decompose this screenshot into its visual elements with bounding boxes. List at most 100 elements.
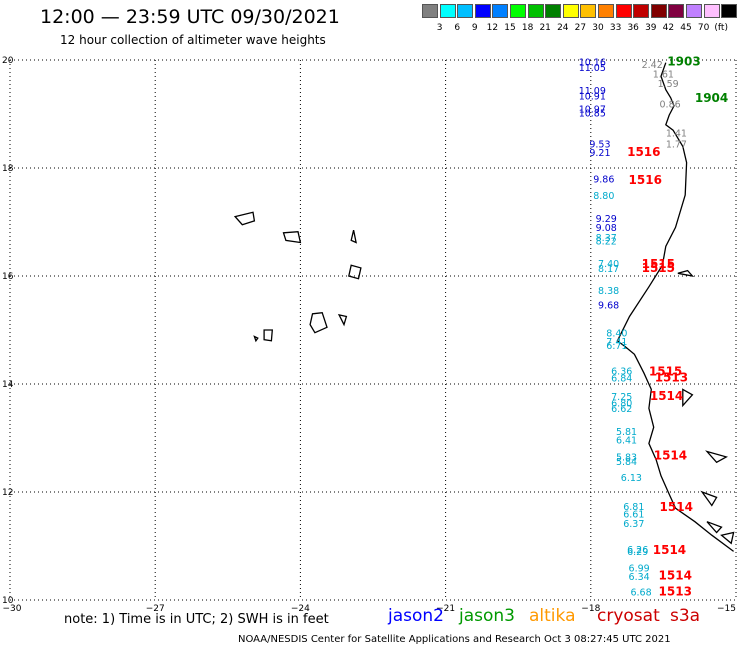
wave-height-label: 1.77	[666, 139, 687, 150]
satellite-legend-jason2: jason2	[388, 606, 444, 626]
scale-tick-label: 70	[697, 23, 710, 33]
scale-swatch	[422, 4, 438, 18]
scale-swatch	[686, 4, 702, 18]
island-outline	[337, 313, 348, 327]
wave-height-label: 6.62	[611, 404, 632, 415]
wave-height-label: 9.53	[589, 139, 610, 150]
scale-tick-label: 6	[454, 23, 461, 33]
wave-height-label: 6.71	[606, 341, 627, 352]
scale-tick-label: 3	[436, 23, 443, 33]
wave-height-label: 8.37	[596, 233, 617, 244]
wave-height-label: 1.41	[666, 129, 687, 140]
y-tick-label: 20	[2, 56, 14, 66]
scale-swatch	[457, 4, 474, 18]
scale-swatch	[668, 4, 685, 18]
wave-height-label: 6.34	[629, 572, 650, 583]
coastline-path	[616, 62, 734, 552]
scale-swatch	[562, 4, 579, 18]
satellite-legend-s3a: s3a	[670, 606, 701, 626]
cape-verde-islands	[233, 211, 362, 343]
wave-height-label: 7.25	[611, 392, 632, 403]
coast-feature	[705, 450, 728, 464]
wave-height-label: 9.29	[596, 214, 617, 225]
satellite-legend-altika: altika	[529, 606, 576, 626]
x-tick-label: −18	[581, 604, 600, 614]
wave-height-label: 7.41	[606, 337, 627, 348]
coast-feature	[700, 490, 718, 507]
wave-height-label: 6.41	[616, 435, 637, 446]
wave-height-label: 10.16	[579, 57, 606, 68]
satellite-legend-cryosat: cryosat	[597, 606, 660, 626]
scale-tick-label: 45	[680, 23, 692, 33]
wave-height-label: 6.99	[629, 563, 650, 574]
scale-swatch	[545, 4, 562, 18]
scale-swatch	[580, 4, 597, 18]
wave-height-label: 9.86	[593, 175, 614, 186]
scale-swatch	[510, 4, 526, 18]
axis-tick-labels: −30 −27 −24 −21 −18 −15 20 18 16 14 12 10	[2, 56, 736, 614]
y-tick-label: 18	[2, 164, 14, 174]
wave-height-label: 6.29	[627, 547, 648, 558]
wave-height-label: 6.37	[623, 519, 644, 530]
pass-time-label: 1903	[667, 54, 700, 68]
footer-credit: NOAA/NESDIS Center for Satellite Applica…	[238, 634, 671, 645]
wave-height-label: 10.85	[579, 109, 606, 120]
coast-feature	[682, 388, 694, 408]
scale-tick-label: 30	[592, 23, 604, 33]
wave-height-label: 8.22	[596, 237, 617, 248]
y-tick-label: 14	[2, 380, 14, 390]
wave-height-label: 5.84	[616, 457, 637, 468]
coast-feature	[706, 521, 723, 534]
wave-height-label: 9.68	[598, 300, 619, 311]
scale-swatch	[474, 4, 491, 18]
wave-height-label: 7.40	[598, 259, 619, 270]
wave-height-label: 6.26	[627, 545, 648, 556]
x-tick-label: −27	[146, 604, 165, 614]
map-subtitle: 12 hour collection of altimeter wave hei…	[60, 33, 326, 47]
island-outline	[263, 329, 274, 342]
coast-feature	[720, 531, 735, 545]
island-outline	[348, 264, 362, 280]
scale-tick-label: 33	[609, 23, 622, 33]
scale-tick-label: 15	[504, 23, 516, 33]
map-title: 12:00 — 23:59 UTC 09/30/2021	[40, 6, 340, 28]
wave-height-label: 11.05	[579, 63, 606, 74]
x-tick-label: −30	[3, 604, 22, 614]
wave-height-label: 9.21	[589, 148, 610, 159]
pass-time-labels: 1903190415161516151515151515151315141514…	[627, 54, 728, 598]
scale-tick-label: 39	[645, 23, 657, 33]
scale-tick-label: 24	[557, 23, 569, 33]
wave-height-label: 9.08	[596, 223, 617, 234]
y-tick-label: 12	[2, 488, 13, 498]
island-outline	[309, 311, 328, 334]
wave-height-label: 6.80	[611, 399, 632, 410]
scale-tick-label: 18	[521, 23, 534, 33]
pass-time-label: 1514	[650, 389, 683, 403]
pass-time-label: 1516	[629, 173, 662, 187]
island-outline	[233, 211, 256, 226]
pass-time-label: 1515	[642, 261, 675, 275]
pass-time-label: 1514	[653, 543, 686, 557]
pass-time-label: 1513	[655, 370, 688, 384]
wave-height-label: 5.81	[616, 427, 637, 438]
scale-tick-label: 12	[486, 23, 499, 33]
island-outline	[253, 335, 259, 343]
scale-swatch	[527, 4, 544, 18]
wave-height-label: 5.83	[616, 453, 637, 464]
wave-height-label: 6.81	[623, 502, 644, 513]
scale-tick-label: 36	[627, 23, 639, 33]
pass-time-label: 1515	[649, 364, 682, 378]
scale-tick-label: 9	[471, 23, 478, 33]
legend-note: note: 1) Time is in UTC; 2) SWH is in fe…	[64, 612, 329, 627]
pass-time-label: 1514	[659, 568, 692, 582]
scale-tick-label: (ft)	[714, 23, 728, 33]
scale-tick-label: 42	[662, 23, 675, 33]
scale-swatch	[492, 4, 509, 18]
wave-height-label: 6.61	[623, 509, 644, 520]
lat-lon-grid	[9, 59, 737, 601]
wave-height-label: 10.97	[579, 104, 606, 115]
scale-swatch	[721, 4, 738, 18]
pass-time-label: 1514	[654, 449, 687, 463]
